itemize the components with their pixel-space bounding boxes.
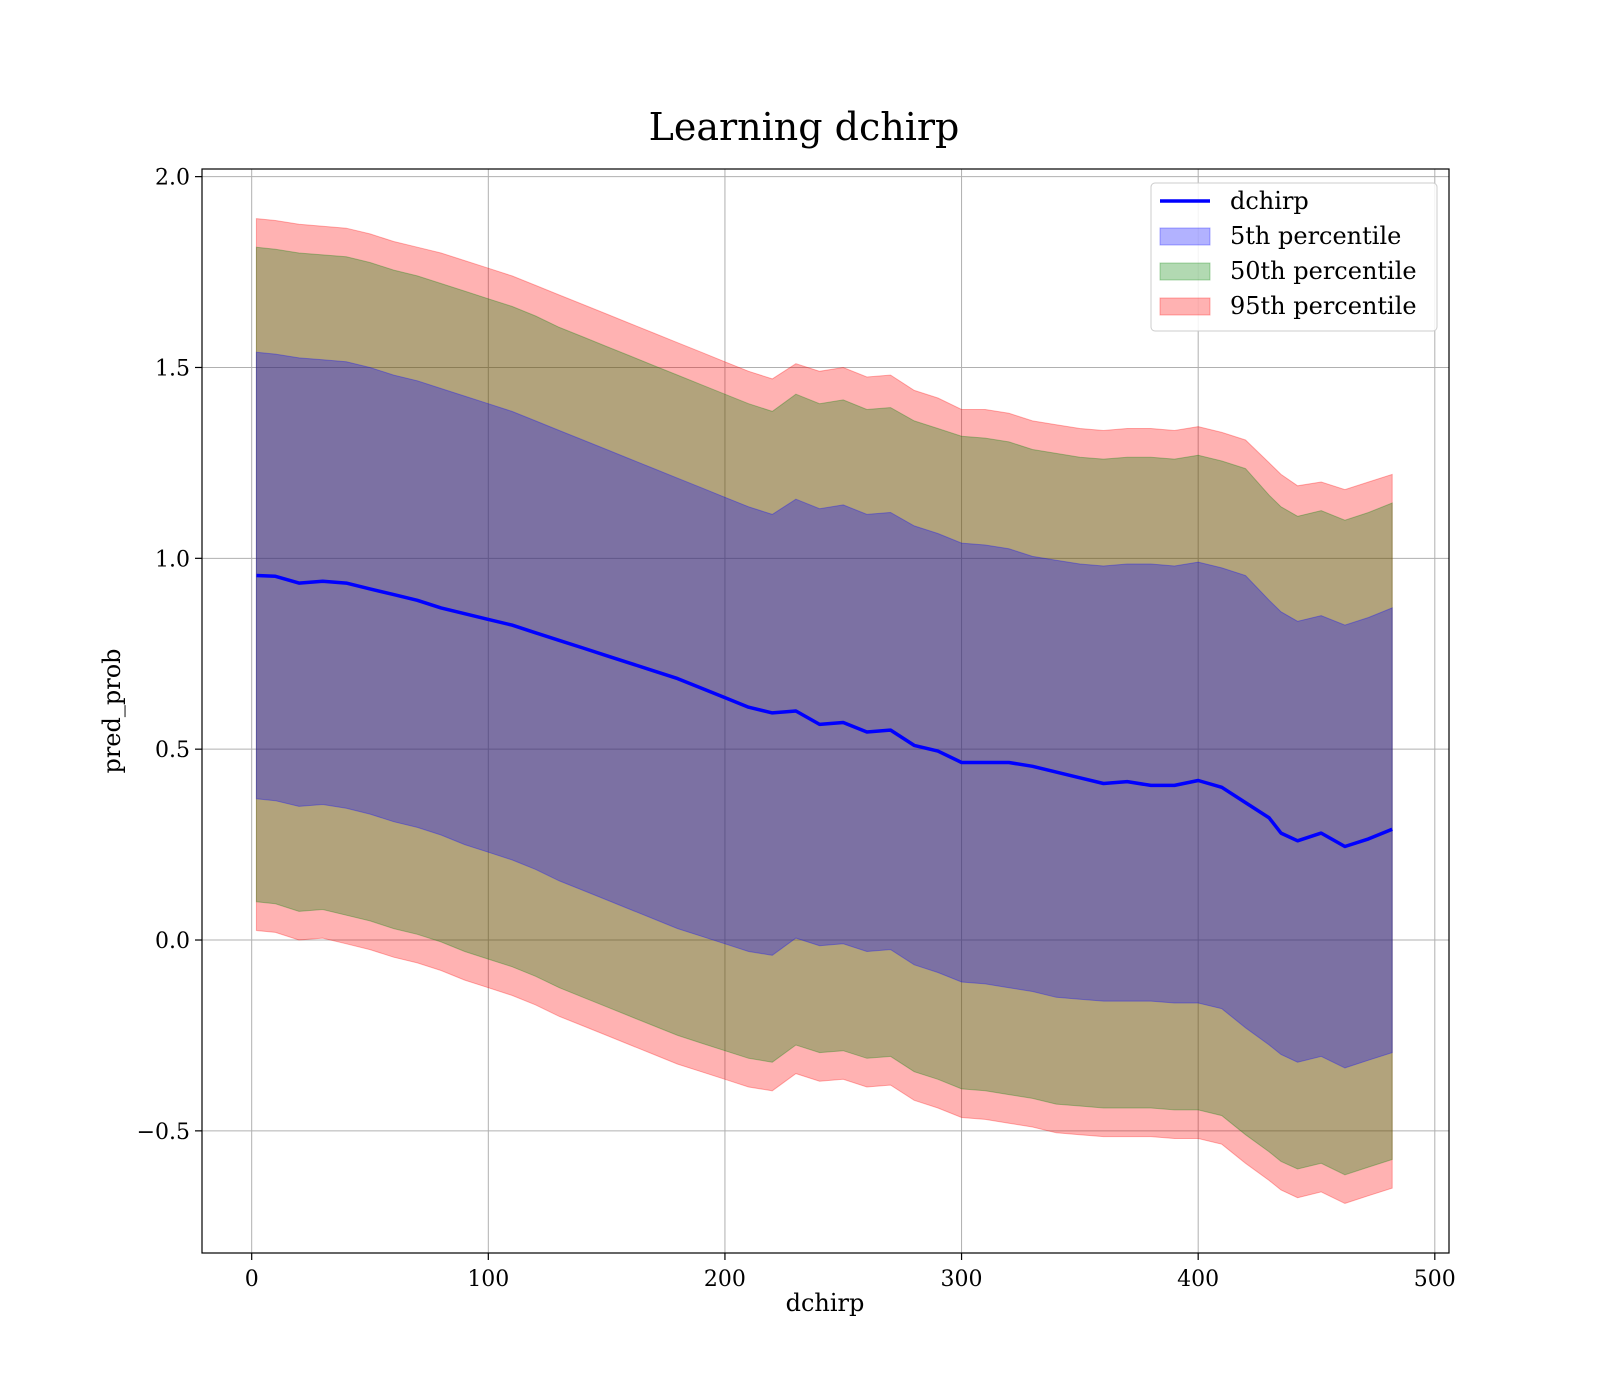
x-tick-label: 400	[1177, 1267, 1219, 1292]
x-tick-label: 300	[941, 1267, 983, 1292]
legend-swatch-5th	[1159, 227, 1211, 246]
band-50th	[255, 246, 1393, 1176]
y-axis-label: pred_prob	[98, 648, 126, 773]
grid	[202, 169, 1449, 1253]
y-tick-label: 0.5	[155, 738, 190, 763]
band-5th	[255, 351, 1393, 1069]
x-tick-label: 0	[245, 1267, 259, 1292]
series-line-dchirp	[256, 573, 1393, 849]
x-tick-label: 200	[704, 1267, 746, 1292]
legend-label-95th: 95th percentile	[1230, 292, 1417, 320]
y-tick-label: 1.0	[155, 547, 190, 572]
x-tick-label: 100	[467, 1267, 509, 1292]
plot-frame	[201, 168, 1450, 1254]
x-axis-label: dchirp	[786, 1289, 865, 1317]
band-95th	[255, 218, 1393, 1204]
legend-label-dchirp: dchirp	[1230, 187, 1309, 215]
x-tick-label: 500	[1414, 1267, 1456, 1292]
y-tick-label: 1.5	[155, 356, 190, 381]
percentile-bands	[255, 218, 1393, 1204]
chart-title: Learning dchirp	[649, 105, 960, 149]
series-lines	[256, 573, 1393, 849]
legend-swatch-95th	[1159, 297, 1211, 316]
legend-swatch-50th	[1159, 262, 1211, 281]
x-axis-ticks: 0 100 200 300 400 500	[245, 1253, 1456, 1292]
legend: dchirp 5th percentile 50th percentile 95…	[1150, 182, 1438, 332]
y-axis-ticks: −0.5 0.0 0.5 1.0 1.5 2.0	[137, 166, 202, 1145]
y-tick-label: 2.0	[155, 166, 190, 191]
legend-label-5th: 5th percentile	[1230, 222, 1401, 250]
legend-frame	[1150, 182, 1438, 332]
legend-label-50th: 50th percentile	[1230, 257, 1417, 285]
y-tick-label: −0.5	[137, 1120, 190, 1145]
y-tick-label: 0.0	[155, 929, 190, 954]
